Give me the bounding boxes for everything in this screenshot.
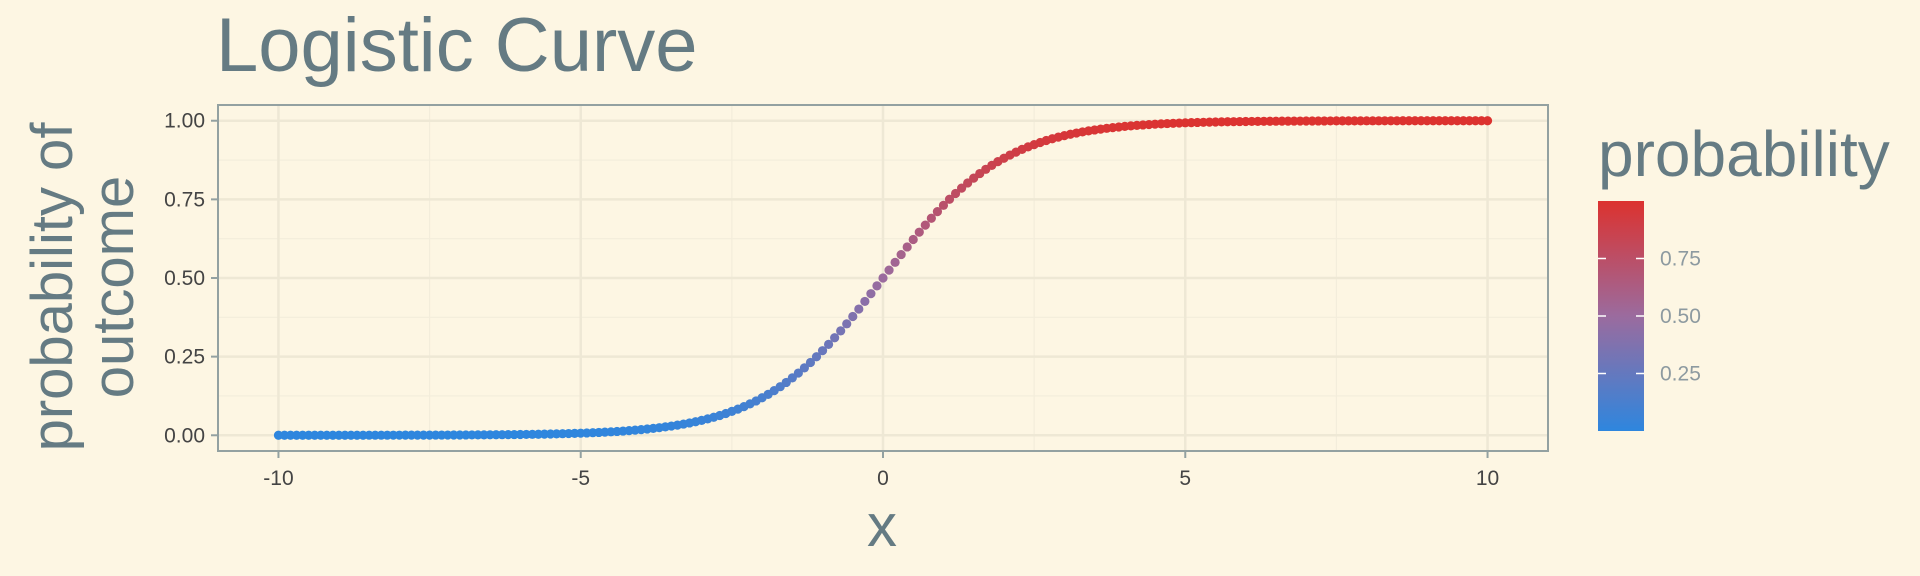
x-axis-title: x <box>867 492 897 559</box>
data-point <box>1482 116 1493 126</box>
x-tick-label: -5 <box>571 467 590 490</box>
y-axis-title: probability of outcome <box>20 122 146 452</box>
y-tick-label: 0.50 <box>164 267 205 290</box>
data-point <box>878 273 888 283</box>
y-tick-label: 0.75 <box>164 188 205 211</box>
x-tick-label: 10 <box>1476 467 1499 490</box>
data-point <box>823 339 834 349</box>
data-points <box>273 116 1493 440</box>
data-point <box>793 368 803 378</box>
y-tick-label: 0.25 <box>164 346 205 369</box>
x-tick-label: 0 <box>877 467 889 490</box>
data-point <box>836 326 846 336</box>
y-tick-label: 1.00 <box>164 110 205 133</box>
data-point <box>956 183 967 193</box>
data-point <box>872 281 882 291</box>
axes: -10 -5 0 5 10 0.00 0.25 0.50 0.75 1.00 <box>164 110 1499 490</box>
color-legend: 0.25 0.50 0.75 <box>1598 201 1701 431</box>
data-point <box>938 200 949 210</box>
data-point <box>908 234 918 245</box>
data-point <box>902 242 912 252</box>
data-point <box>890 257 900 267</box>
data-point <box>811 352 822 362</box>
legend-title: probability <box>1598 118 1890 190</box>
data-point <box>932 207 943 217</box>
data-point <box>920 220 930 230</box>
data-point <box>854 304 864 314</box>
data-point <box>884 265 894 275</box>
data-point <box>950 188 961 199</box>
legend-tick-label: 0.25 <box>1660 363 1701 386</box>
data-point <box>926 213 936 223</box>
x-tick-label: -10 <box>263 467 293 490</box>
data-point <box>830 333 840 343</box>
data-point <box>799 363 810 373</box>
data-point <box>944 194 955 204</box>
data-point <box>817 346 828 356</box>
data-point <box>896 249 906 260</box>
x-tick-label: 5 <box>1179 467 1191 490</box>
y-axis-title-line-1: probability of <box>20 122 85 452</box>
data-point <box>842 319 852 329</box>
legend-tick-label: 0.50 <box>1660 305 1701 328</box>
chart-title: Logistic Curve <box>216 3 698 88</box>
y-axis-title-line-2: outcome <box>81 176 146 398</box>
data-point <box>914 227 924 237</box>
data-point <box>866 289 876 299</box>
y-tick-label: 0.00 <box>164 424 205 447</box>
data-point <box>805 357 816 368</box>
data-point <box>860 296 870 307</box>
data-point <box>848 311 858 322</box>
legend-tick-label: 0.75 <box>1660 248 1701 271</box>
